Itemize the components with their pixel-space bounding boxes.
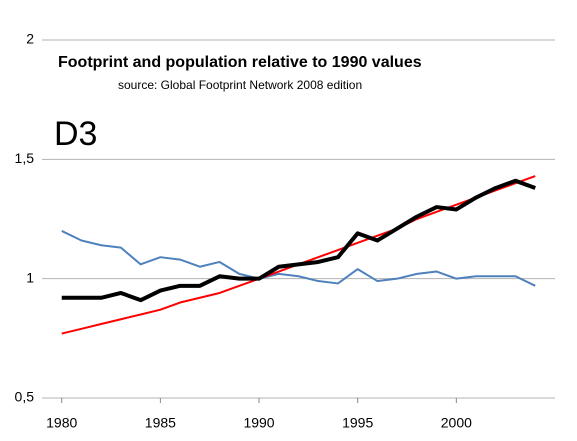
y-tick-label: 1,5 bbox=[15, 150, 35, 166]
x-tick-label: 2000 bbox=[441, 415, 472, 431]
y-tick-label: 0,5 bbox=[15, 389, 35, 405]
series-line bbox=[61, 230, 536, 287]
x-tick-label: 1985 bbox=[145, 415, 176, 431]
x-tick-label: 1980 bbox=[46, 415, 77, 431]
annotation: D3 bbox=[54, 115, 97, 153]
series-line bbox=[61, 178, 536, 303]
chart-title: Footprint and population relative to 199… bbox=[58, 54, 422, 71]
chart-subtitle: source: Global Footprint Network 2008 ed… bbox=[118, 78, 362, 92]
y-tick-label: 2 bbox=[26, 31, 34, 47]
y-tick-label: 1 bbox=[26, 269, 34, 285]
x-tick-label: 1995 bbox=[342, 415, 373, 431]
x-tick-label: 1990 bbox=[243, 415, 274, 431]
